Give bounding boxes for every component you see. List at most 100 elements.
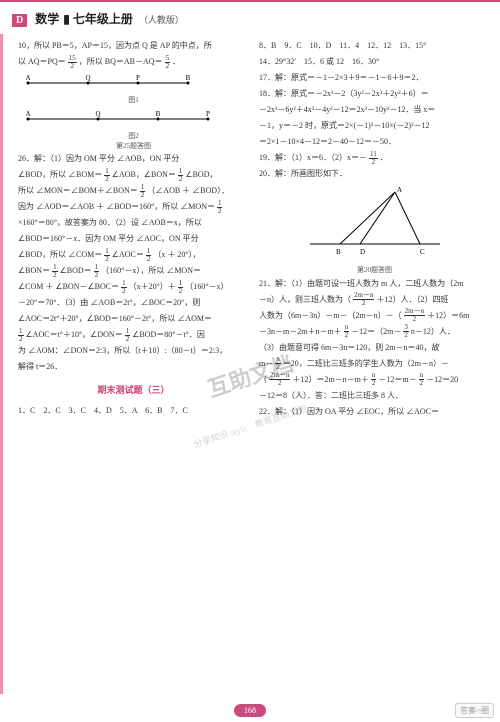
text-line: 17．解：原式＝－1－2×3＋9＝－1－6＋9＝2．: [259, 70, 490, 86]
text-line: ∠COM ＋ ∠BON－∠BOC＝ 12 （x＋20°）＋ 12 （160°－x…: [18, 279, 249, 295]
pt-P: P: [136, 74, 140, 82]
right-column: 8．B 9．C 10．D 11．4 12．12 13．15° 14．29°32′…: [259, 38, 490, 694]
text: ∠AOB，∠BON＝: [112, 170, 176, 179]
pt-B: B: [156, 110, 161, 118]
figure-q20: A B D C: [300, 184, 450, 264]
figure-line2: A Q B P: [18, 109, 218, 123]
fraction: 12: [18, 328, 24, 343]
fraction: 12: [178, 280, 184, 295]
pt-D: D: [360, 248, 365, 256]
pt-Q: Q: [85, 74, 90, 82]
pt-A: A: [25, 74, 30, 82]
text-line: 21．解：（1）由题可设一班人数为 m 人，二班人数为（2m: [259, 276, 490, 292]
pt-B: B: [336, 248, 341, 256]
text: （x＋20°）＋: [129, 282, 176, 291]
text: ∠AOC＝: [112, 250, 144, 259]
figure-line1: A Q P B: [18, 73, 198, 87]
header-subject: 数学: [35, 12, 59, 26]
fraction: 2m－n2: [269, 372, 290, 387]
q25-caption: 第25题答图: [18, 142, 249, 152]
text: ．: [380, 153, 388, 162]
page-header: D 数学 ▮ 七年级上册 （人教版）: [0, 0, 500, 34]
text: （160°－x）: [185, 282, 228, 291]
fraction: 112: [369, 151, 378, 166]
text-line: 以 AQ＝PQ＝ 152 ，所以 BQ＝AB－AQ＝ 52 ．: [18, 54, 249, 70]
text: ∠AOC＝t°＋10°，∠DON＝: [26, 330, 123, 339]
text: ∠COM ＋ ∠BON－∠BOC＝: [18, 282, 119, 291]
text: （∠AOB ＋ ∠BOD）．: [147, 186, 229, 195]
fraction: 12: [104, 248, 110, 263]
fraction: 12: [140, 184, 146, 199]
text: ，所以 BQ＝AB－AQ＝: [79, 57, 163, 66]
text: －3n－m－2m＋n－m＋: [259, 327, 342, 336]
fraction: 12: [146, 248, 152, 263]
text: ＋12）＝6m: [427, 311, 469, 320]
text-line: 26．解：（1）因为 OM 平分 ∠AOB，ON 平分: [18, 151, 249, 167]
header-edition: （人教版）: [139, 15, 184, 25]
content-columns: 10，所以 PB＝5，AP＝15，因为点 Q 是 AP 的中点，所 以 AQ＝P…: [0, 34, 500, 698]
left-margin-bar: [0, 0, 3, 694]
text-line: －1，y＝－2 时，原式＝2×(－1)³－10×(－2)²－12: [259, 118, 490, 134]
text: （x ＋ 20°），: [153, 250, 200, 259]
fraction: 12: [121, 280, 127, 295]
fraction: 152: [68, 55, 77, 70]
text-line: 所以 ∠MON＝∠BOM＋∠BON＝ 12 （∠AOB ＋ ∠BOD）．: [18, 183, 249, 199]
text-line: 14．29°32′ 15．6 或 12 16．30°: [259, 54, 490, 70]
text: －n）人，则三班人数为（: [259, 295, 351, 304]
fig20-caption: 第20题答图: [259, 266, 490, 276]
text-line: ∠BOD，所以 ∠BOM＝ 12 ∠AOB，∠BON＝ 12 ∠BOD，: [18, 167, 249, 183]
text: 因为 ∠AOD＝∠AOB ＋ ∠BOD＝160°，所以 ∠MON＝: [18, 202, 215, 211]
text-line: －n）人，则三班人数为（ 2m－n2 ＋12）人．（2）四班: [259, 292, 490, 308]
fraction: 12: [178, 168, 184, 183]
left-column: 10，所以 PB＝5，AP＝15，因为点 Q 是 AP 的中点，所 以 AQ＝P…: [10, 38, 249, 694]
text: m－: [259, 359, 273, 368]
text-line: m－ n2 ＝20，二班比三班多的学生人数为（2m－n）－: [259, 356, 490, 372]
fig1-caption: 图1: [18, 96, 249, 106]
corner-logo: 答案○圈: [455, 703, 494, 718]
fraction: 12: [125, 328, 131, 343]
text: －12＝m－: [378, 375, 416, 384]
text: ＝20，二班比三班多的学生人数为（2m－n）－: [283, 359, 449, 368]
fraction: 2m－n2: [353, 292, 374, 307]
text-line: 因为 ∠AOD＝∠AOB ＋ ∠BOD＝160°，所以 ∠MON＝ 12: [18, 199, 249, 215]
fraction: 12: [217, 200, 223, 215]
fraction: 2m－n2: [404, 308, 425, 323]
text: n－12）人．: [411, 327, 455, 336]
pt-C: C: [420, 248, 425, 256]
text: ＋12）＝2m－n－m＋: [292, 375, 368, 384]
text: （: [259, 375, 267, 384]
text: 人数为（6m－3n）－m－（2m－n）－（: [259, 311, 402, 320]
fraction: 32: [403, 324, 409, 339]
text-line: ＝2×1－10×4－12＝2－40－12＝－50．: [259, 134, 490, 150]
fig2-caption: 图2: [18, 132, 249, 142]
text-line: 8．B 9．C 10．D 11．4 12．12 13．15°: [259, 38, 490, 54]
header-divider: ▮: [63, 12, 73, 26]
text: ∠BOD，所以 ∠COM＝: [18, 250, 102, 259]
text-line: 人数为（6m－3n）－m－（2m－n）－（ 2m－n2 ＋12）＝6m: [259, 308, 490, 324]
text: 所以 ∠MON＝∠BOM＋∠BON＝: [18, 186, 138, 195]
fraction: n2: [371, 372, 377, 387]
pt-A: A: [397, 186, 402, 194]
text: ∠BOD＝80°－t°．因: [132, 330, 205, 339]
text: ∠BOD，: [185, 170, 217, 179]
text: ．: [172, 57, 180, 66]
text-line: ∠BOD，所以 ∠COM＝ 12 ∠AOC＝ 12 （x ＋ 20°），: [18, 247, 249, 263]
page-number: 168: [234, 704, 266, 717]
text: 19．解：（1）x＝6．（2）x＝－: [259, 153, 367, 162]
text: ∠BOD，所以 ∠BOM＝: [18, 170, 102, 179]
text-line: 22．解：（1）因为 OA 平分 ∠EOC，所以 ∠AOC＝: [259, 404, 490, 420]
text-line: －2x³－6y²＋4x³－4y²－12＝2x³－10y²－12．当 x＝: [259, 102, 490, 118]
text-line: 12 ∠AOC＝t°＋10°，∠DON＝ 12 ∠BOD＝80°－t°．因: [18, 327, 249, 343]
fraction: 12: [52, 264, 58, 279]
fraction: 12: [104, 168, 110, 183]
fraction: n2: [275, 356, 281, 371]
text: 以 AQ＝PQ＝: [18, 57, 66, 66]
text-line: 19．解：（1）x＝6．（2）x＝－ 112 ．: [259, 150, 490, 166]
exam-title: 期末测试题（三）: [18, 381, 249, 399]
pt-A: A: [25, 110, 30, 118]
text-line: 10，所以 PB＝5，AP＝15，因为点 Q 是 AP 的中点，所: [18, 38, 249, 54]
text-line: （3）由题意可得 6m－3n＝120，则 2m－n＝40，故: [259, 340, 490, 356]
text: －12＝20: [426, 375, 458, 384]
text-line: 为 ∠AOM：∠DON＝2:3，所以（t＋10）:（80－t）＝2:3，: [18, 343, 249, 359]
text-line: （ 2m－n2 ＋12）＝2m－n－m＋ n2 －12＝m－ n2 －12＝20: [259, 372, 490, 388]
